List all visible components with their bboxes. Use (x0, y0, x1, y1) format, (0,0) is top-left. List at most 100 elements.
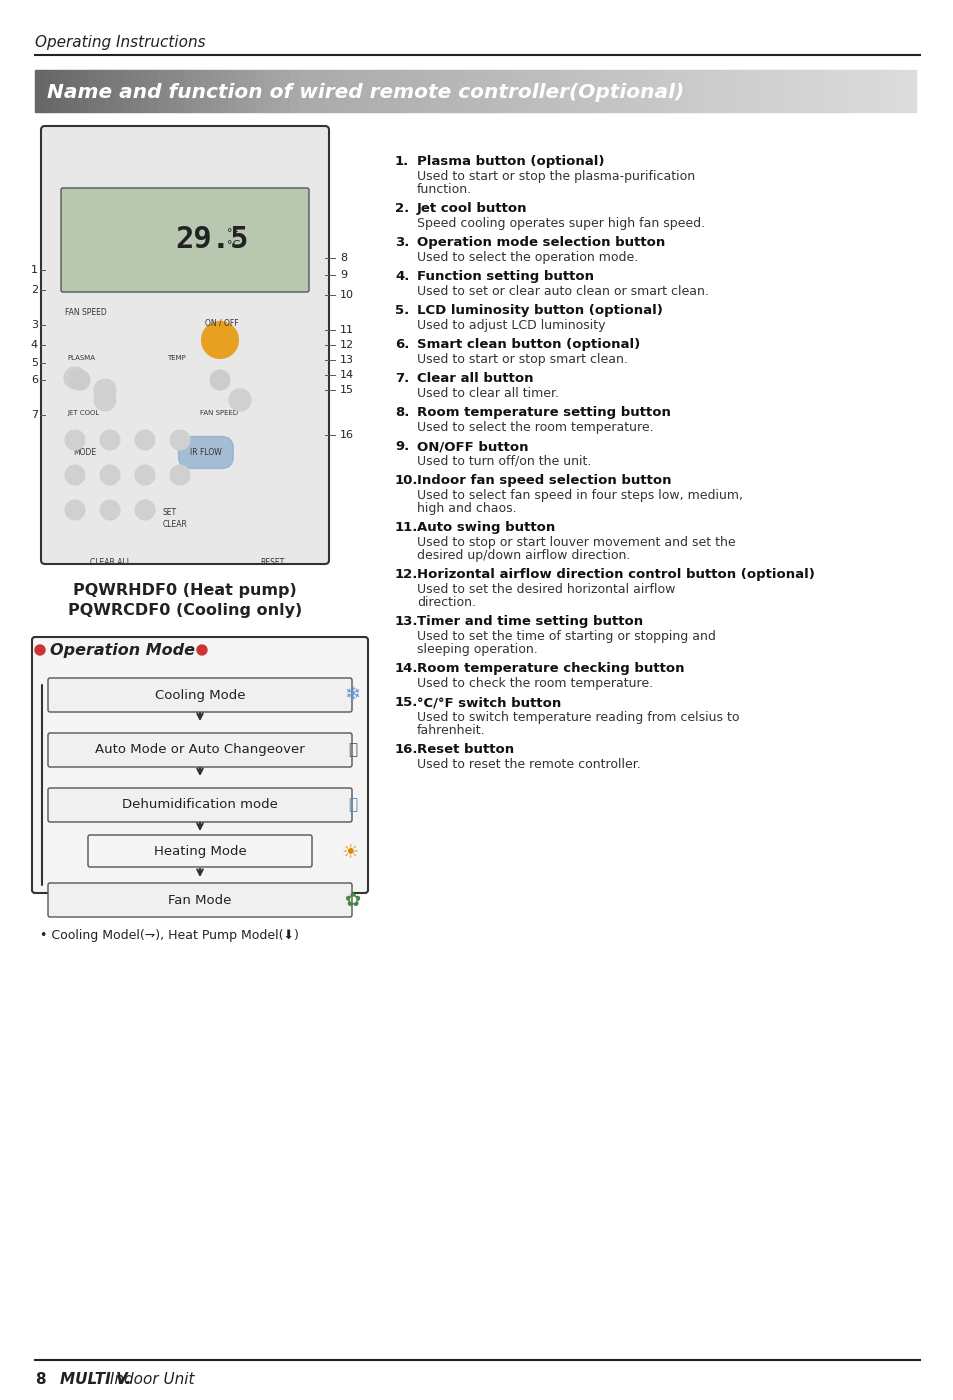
Bar (475, 70, 484, 112)
Text: Used to clear all timer.: Used to clear all timer. (416, 386, 558, 400)
Bar (343, 70, 353, 112)
Bar (527, 70, 537, 112)
Bar (808, 70, 819, 112)
Bar (88, 70, 97, 112)
Text: Fan Mode: Fan Mode (168, 893, 232, 907)
Circle shape (65, 430, 85, 449)
Bar (123, 70, 132, 112)
Bar (456, 70, 467, 112)
Bar (308, 70, 317, 112)
FancyBboxPatch shape (88, 834, 312, 867)
Text: Plasma button (optional): Plasma button (optional) (416, 155, 604, 168)
Bar (729, 70, 740, 112)
Circle shape (196, 645, 207, 655)
Bar (439, 70, 449, 112)
Bar (105, 70, 115, 112)
Text: Used to stop or start louver movement and set the: Used to stop or start louver movement an… (416, 536, 735, 549)
Circle shape (170, 430, 190, 449)
Bar (96, 70, 107, 112)
Bar (650, 70, 660, 112)
Text: sleeping operation.: sleeping operation. (416, 643, 537, 657)
Text: 9.: 9. (395, 440, 409, 454)
Bar (237, 70, 247, 112)
Bar (580, 70, 590, 112)
Bar (606, 70, 617, 112)
Bar (720, 70, 730, 112)
Bar (377, 70, 388, 112)
Bar (150, 70, 159, 112)
Bar (685, 70, 696, 112)
Text: desired up/down airflow direction.: desired up/down airflow direction. (416, 549, 630, 561)
Text: PQWRHDF0 (Heat pump): PQWRHDF0 (Heat pump) (73, 582, 296, 598)
Circle shape (35, 645, 45, 655)
FancyBboxPatch shape (32, 637, 368, 893)
Bar (352, 70, 361, 112)
Bar (71, 70, 80, 112)
Text: Timer and time setting button: Timer and time setting button (416, 615, 642, 629)
Text: SET: SET (163, 508, 177, 517)
Text: 29.5: 29.5 (174, 225, 248, 255)
Text: ☀: ☀ (341, 843, 358, 862)
Bar (615, 70, 625, 112)
Text: Used to select fan speed in four steps low, medium,: Used to select fan speed in four steps l… (416, 489, 742, 503)
Bar (905, 70, 915, 112)
Bar (219, 70, 230, 112)
Text: 7.: 7. (395, 372, 409, 385)
Bar (518, 70, 528, 112)
Bar (853, 70, 862, 112)
Text: direction.: direction. (416, 596, 476, 609)
Bar (132, 70, 141, 112)
Bar (739, 70, 748, 112)
Circle shape (64, 367, 86, 389)
Bar (167, 70, 176, 112)
Text: Used to start or stop the plasma-purification: Used to start or stop the plasma-purific… (416, 169, 695, 183)
Bar (246, 70, 255, 112)
Text: Reset button: Reset button (416, 743, 514, 756)
Text: 16: 16 (339, 430, 354, 440)
Bar (431, 70, 440, 112)
Bar (281, 70, 291, 112)
Text: Cooling Mode: Cooling Mode (154, 689, 245, 701)
Text: Jet cool button: Jet cool button (416, 202, 527, 216)
Bar (843, 70, 854, 112)
Circle shape (100, 465, 120, 484)
Text: Horizontal airflow direction control button (optional): Horizontal airflow direction control but… (416, 568, 814, 581)
Text: Auto swing button: Auto swing button (416, 521, 555, 533)
Text: 10.: 10. (395, 475, 418, 487)
Bar (835, 70, 844, 112)
Bar (325, 70, 335, 112)
Text: 5.: 5. (395, 304, 409, 316)
Text: MODE: MODE (73, 448, 96, 456)
Text: RESET: RESET (260, 559, 284, 567)
Text: ON / OFF: ON / OFF (205, 319, 238, 328)
Text: Used to set the time of starting or stopping and: Used to set the time of starting or stop… (416, 630, 715, 643)
Bar (791, 70, 801, 112)
Text: Used to start or stop smart clean.: Used to start or stop smart clean. (416, 353, 627, 365)
FancyBboxPatch shape (48, 678, 352, 713)
Bar (254, 70, 265, 112)
Bar (641, 70, 651, 112)
Text: JET COOL: JET COOL (67, 410, 99, 416)
Text: 6.: 6. (395, 337, 409, 351)
Text: Indoor fan speed selection button: Indoor fan speed selection button (416, 475, 671, 487)
Bar (264, 70, 274, 112)
Text: 4.: 4. (395, 270, 409, 283)
Text: °F: °F (227, 228, 238, 238)
Bar (800, 70, 809, 112)
Text: Smart clean button (optional): Smart clean button (optional) (416, 337, 639, 351)
Text: PLASMA: PLASMA (67, 356, 95, 361)
Text: Used to check the room temperature.: Used to check the room temperature. (416, 678, 653, 690)
Text: Clear all button: Clear all button (416, 372, 533, 385)
Bar (862, 70, 871, 112)
Text: 1.: 1. (395, 155, 409, 168)
Bar (114, 70, 124, 112)
Bar (175, 70, 186, 112)
Circle shape (135, 430, 154, 449)
Circle shape (100, 430, 120, 449)
Text: 8: 8 (339, 253, 347, 263)
Bar (554, 70, 563, 112)
Bar (202, 70, 212, 112)
Text: °C: °C (227, 239, 240, 251)
Bar (510, 70, 519, 112)
Text: 5: 5 (30, 358, 38, 368)
